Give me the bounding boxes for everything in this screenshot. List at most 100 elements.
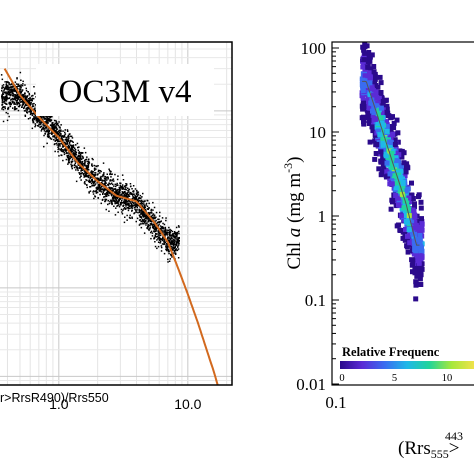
scatter-point bbox=[142, 212, 144, 214]
scatter-point bbox=[58, 147, 60, 150]
scatter-point bbox=[130, 205, 132, 207]
scatter-point bbox=[124, 185, 126, 187]
scatter-point bbox=[11, 98, 13, 100]
scatter-point bbox=[170, 236, 173, 238]
density-cell bbox=[419, 221, 425, 227]
scatter-point bbox=[145, 222, 147, 224]
scatter-point bbox=[5, 85, 8, 87]
density-cell bbox=[418, 199, 424, 205]
scatter-point bbox=[112, 183, 114, 186]
scatter-point bbox=[94, 190, 96, 193]
scatter-point bbox=[121, 191, 123, 193]
scatter-point bbox=[1, 87, 3, 90]
scatter-point bbox=[177, 246, 179, 248]
left-x-tick-labels: 1.0 10.0 bbox=[49, 396, 202, 412]
scatter-point bbox=[1, 96, 3, 99]
scatter-point bbox=[43, 145, 45, 148]
scatter-point bbox=[143, 221, 146, 224]
scatter-point bbox=[38, 125, 40, 127]
density-cell bbox=[404, 219, 410, 225]
scatter-point bbox=[8, 102, 10, 105]
scatter-point bbox=[155, 219, 157, 222]
scatter-point bbox=[137, 191, 140, 193]
scatter-point bbox=[64, 138, 67, 141]
scatter-point bbox=[170, 240, 173, 242]
scatter-point bbox=[135, 196, 138, 199]
scatter-point bbox=[14, 90, 17, 92]
scatter-point bbox=[34, 125, 36, 128]
scatter-point bbox=[63, 151, 65, 154]
scatter-point bbox=[24, 93, 26, 95]
scatter-point bbox=[51, 124, 54, 126]
scatter-point bbox=[73, 153, 76, 156]
scatter-point bbox=[165, 248, 167, 251]
scatter-point bbox=[141, 209, 143, 212]
scatter-point bbox=[108, 210, 110, 212]
density-cell bbox=[369, 85, 375, 91]
density-cell bbox=[413, 282, 419, 288]
scatter-point bbox=[158, 238, 161, 240]
scatter-point bbox=[66, 156, 69, 158]
scatter-point bbox=[4, 87, 6, 89]
scatter-point bbox=[104, 188, 107, 190]
scatter-point bbox=[81, 160, 84, 163]
density-cell bbox=[418, 272, 424, 278]
density-cell bbox=[373, 151, 379, 156]
scatter-point bbox=[50, 120, 52, 122]
scatter-point bbox=[43, 134, 45, 137]
scatter-point bbox=[148, 207, 150, 209]
scatter-point bbox=[87, 160, 90, 162]
scatter-point bbox=[75, 180, 78, 183]
scatter-point bbox=[57, 133, 60, 136]
scatter-point bbox=[69, 133, 71, 135]
scatter-point bbox=[85, 158, 88, 161]
scatter-point bbox=[112, 178, 115, 180]
scatter-point bbox=[175, 232, 177, 234]
scatter-point bbox=[42, 117, 44, 119]
scatter-point bbox=[60, 129, 62, 131]
scatter-point bbox=[129, 214, 131, 217]
scatter-point bbox=[157, 218, 159, 221]
density-cell bbox=[406, 195, 412, 201]
scatter-point bbox=[40, 115, 42, 117]
scatter-point bbox=[70, 150, 72, 152]
scatter-point bbox=[132, 195, 134, 198]
scatter-point bbox=[26, 107, 29, 109]
scatter-point bbox=[50, 138, 53, 140]
scatter-point bbox=[146, 216, 148, 218]
scatter-point bbox=[127, 204, 129, 206]
scatter-point bbox=[157, 237, 160, 239]
density-cell bbox=[417, 276, 423, 282]
scatter-point bbox=[73, 154, 75, 156]
scatter-point bbox=[52, 125, 54, 127]
scatter-point bbox=[116, 192, 119, 194]
density-cell bbox=[390, 199, 395, 205]
scatter-point bbox=[151, 214, 154, 216]
scatter-point bbox=[143, 218, 146, 220]
scatter-point bbox=[70, 156, 72, 158]
scatter-point bbox=[17, 85, 19, 87]
scatter-point bbox=[16, 107, 18, 110]
scatter-point bbox=[91, 165, 94, 167]
scatter-point bbox=[47, 134, 49, 136]
scatter-point bbox=[34, 117, 37, 119]
scatter-point bbox=[6, 119, 9, 122]
scatter-point bbox=[166, 244, 168, 246]
scatter-point bbox=[84, 183, 86, 185]
scatter-point bbox=[7, 91, 9, 94]
density-cell bbox=[405, 237, 411, 243]
scatter-point bbox=[140, 226, 143, 229]
scatter-point bbox=[145, 202, 148, 205]
scatter-point bbox=[105, 191, 108, 194]
scatter-point bbox=[93, 181, 95, 184]
scatter-point bbox=[125, 195, 128, 197]
scatter-point bbox=[81, 155, 84, 158]
density-cell bbox=[378, 149, 384, 155]
scatter-point bbox=[171, 230, 174, 233]
panel-label-box bbox=[36, 64, 214, 116]
right-y-tick-label: 100 bbox=[301, 39, 327, 58]
scatter-point bbox=[65, 149, 67, 151]
scatter-point bbox=[135, 211, 138, 213]
density-cell bbox=[380, 142, 386, 148]
